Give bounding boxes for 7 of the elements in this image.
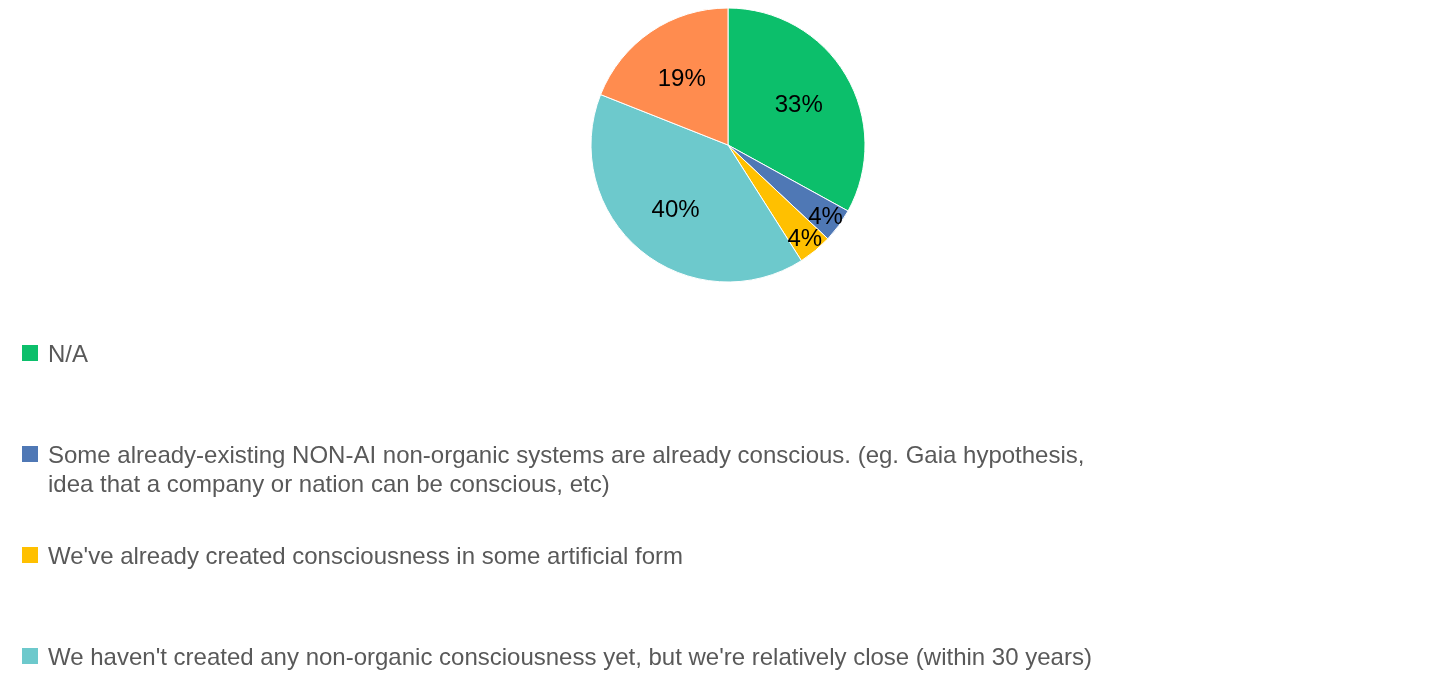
legend-label: N/A bbox=[48, 339, 89, 367]
legend-label: We've already created consciousness in some artificial form bbox=[48, 541, 684, 569]
legend-label: We haven't created any non-organic consciousness yet, but we're relatively close (within 30 years) bbox=[48, 642, 1092, 670]
data-label: 40% bbox=[651, 194, 700, 222]
data-label: 33% bbox=[774, 89, 823, 117]
legend-label: Some already-existing NON-AI non-organic systems are already conscious. (eg. Gaia hypothesis, idea that a company or nation can be conscious, etc) bbox=[48, 440, 1085, 497]
data-label: 19% bbox=[657, 63, 706, 91]
